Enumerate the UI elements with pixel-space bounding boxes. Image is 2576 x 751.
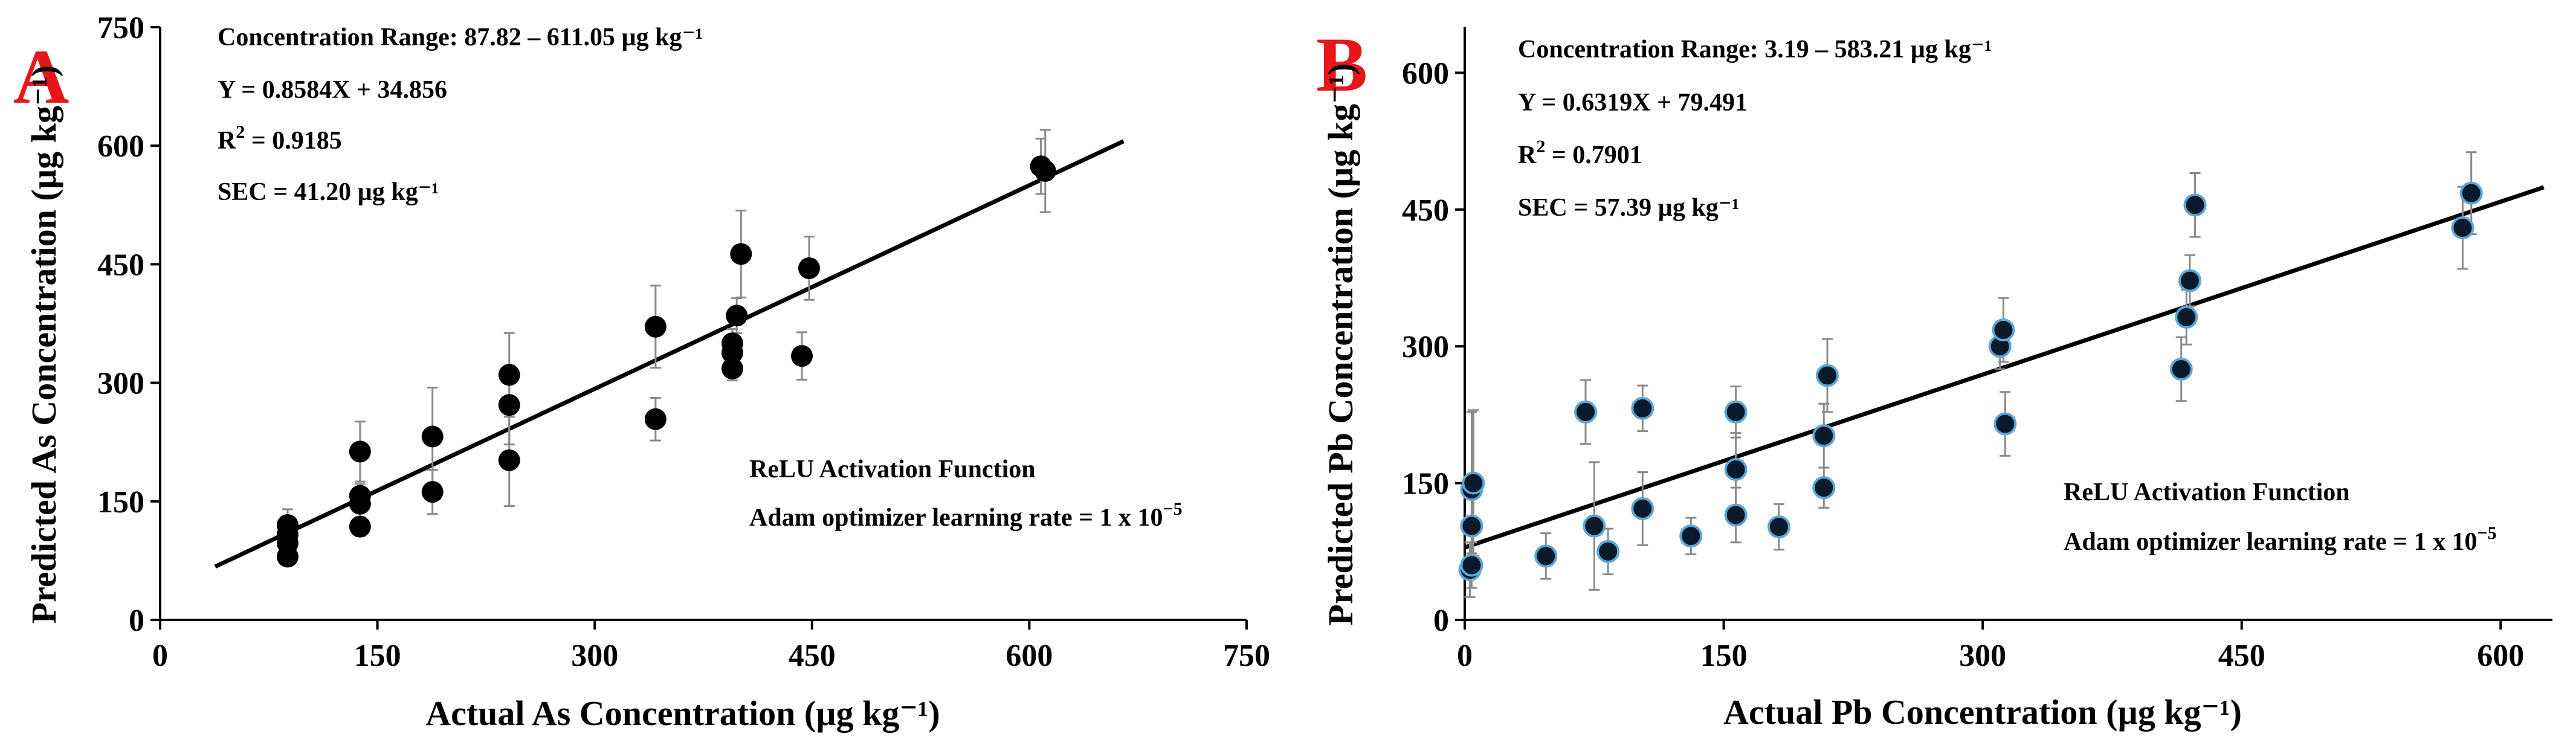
regression-equation-b: Y = 0.6319X + 79.491: [1518, 89, 1748, 117]
data-point-b-22: [2169, 357, 2193, 381]
stats-annotations-b: Concentration Range: 3.19 – 583.21 µg kg…: [1518, 36, 2497, 556]
data-point-b-5: [1534, 544, 1558, 568]
x-tick-label-a-750: 750: [1223, 639, 1270, 673]
y-tick-label-b-600: 600: [1402, 56, 1449, 91]
regression-equation-a: Y = 0.8584X + 34.856: [218, 76, 447, 104]
y-tick-label-b-300: 300: [1402, 330, 1449, 364]
stats-annotations-a: Concentration Range: 87.82 – 611.05 µg k…: [218, 24, 1183, 532]
x-tick-label-b-450: 450: [2218, 639, 2265, 673]
optimizer-note-b: Adam optimizer learning rate = 1 x 10−5: [2064, 523, 2497, 556]
concentration-range-a: Concentration Range: 87.82 – 611.05 µg k…: [218, 24, 703, 51]
x-tick-label-a-450: 450: [789, 639, 836, 673]
data-point-b-7: [1583, 514, 1606, 538]
chart-panel-b: B Predicted Pb Concentration (µg kg⁻¹) A…: [1316, 22, 2552, 732]
r-squared-a: R2 = 0.9185: [218, 122, 342, 155]
regression-line-b: [1464, 185, 2545, 550]
data-point-b-14: [1724, 400, 1748, 424]
r-squared-b: R2 = 0.7901: [1518, 137, 1642, 169]
y-tick-label-b-450: 450: [1402, 193, 1449, 228]
data-point-b-20: [1992, 318, 2015, 342]
data-point-a-15: [721, 358, 743, 380]
y-tick-label-a-0: 0: [129, 604, 144, 638]
data-point-b-8: [1596, 540, 1620, 563]
data-point-b-18: [1816, 364, 1839, 387]
data-point-b-4: [1462, 471, 1485, 495]
data-point-a-11: [498, 394, 520, 416]
y-tick-label-b-150: 150: [1402, 467, 1449, 501]
data-point-a-21: [798, 257, 821, 279]
data-point-b-2: [1460, 514, 1483, 538]
data-point-b-1: [1460, 553, 1483, 577]
data-point-a-23: [1034, 160, 1056, 182]
data-point-a-3: [276, 514, 299, 537]
data-point-b-11: [1679, 524, 1703, 548]
data-point-a-7: [349, 440, 371, 463]
y-axis-title-a: Predicted As Concentration (µg kg⁻¹): [24, 65, 63, 624]
data-point-b-17: [1812, 424, 1836, 448]
x-tick-label-b-600: 600: [2477, 639, 2524, 673]
panel-letter-a: A: [13, 34, 69, 120]
x-tick-label-a-0: 0: [152, 639, 168, 673]
data-point-a-8: [421, 481, 444, 503]
data-point-a-20: [791, 345, 813, 367]
y-tick-label-a-600: 600: [97, 129, 144, 164]
data-point-b-6: [1574, 400, 1597, 424]
concentration-range-b: Concentration Range: 3.19 – 583.21 µg kg…: [1518, 36, 1992, 63]
panel-letter-b: B: [1316, 22, 1367, 108]
data-point-b-9: [1631, 497, 1654, 520]
activation-function-b: ReLU Activation Function: [2064, 479, 2350, 506]
x-tick-label-b-150: 150: [1700, 639, 1748, 673]
x-tick-label-a-600: 600: [1006, 639, 1053, 673]
x-axis-title-b: Actual Pb Concentration (µg kg⁻¹): [1723, 692, 2242, 732]
y-tick-label-a-750: 750: [97, 11, 144, 45]
data-point-a-4: [349, 515, 371, 538]
data-point-a-17: [721, 332, 743, 355]
sec-value-b: SEC = 57.39 µg kg⁻¹: [1518, 194, 1739, 222]
data-point-b-27: [2459, 181, 2483, 205]
x-tick-label-a-150: 150: [354, 639, 401, 673]
data-point-b-10: [1631, 396, 1654, 420]
data-point-a-19: [730, 243, 752, 265]
chart-panel-a: A Predicted As Concentration (µg kg⁻¹) A…: [13, 11, 1270, 733]
activation-function-a: ReLU Activation Function: [749, 456, 1036, 483]
data-point-a-12: [498, 364, 520, 386]
optimizer-note-a: Adam optimizer learning rate = 1 x 10−5: [749, 499, 1183, 532]
y-tick-label-a-150: 150: [97, 485, 144, 520]
data-point-b-26: [2451, 216, 2474, 240]
y-tick-label-a-300: 300: [97, 367, 144, 401]
data-point-b-21: [1993, 412, 2017, 436]
x-tick-label-b-0: 0: [1457, 639, 1473, 673]
data-point-b-25: [2183, 193, 2207, 217]
data-point-b-13: [1724, 457, 1748, 481]
y-axis-title-b: Predicted Pb Concentration (µg kg⁻¹): [1321, 63, 1360, 626]
data-point-b-24: [2178, 269, 2201, 292]
data-point-a-18: [726, 305, 748, 327]
x-tick-label-b-300: 300: [1959, 639, 2006, 673]
y-tick-label-a-450: 450: [97, 248, 144, 282]
data-point-b-16: [1812, 476, 1836, 500]
x-tick-label-a-300: 300: [571, 639, 618, 673]
data-point-a-9: [421, 425, 444, 448]
sec-value-a: SEC = 41.20 µg kg⁻¹: [218, 178, 439, 206]
y-tick-label-b-0: 0: [1433, 604, 1449, 638]
data-point-b-12: [1724, 503, 1748, 527]
data-point-a-6: [349, 485, 371, 507]
data-point-b-15: [1767, 515, 1790, 539]
data-point-a-13: [644, 408, 667, 430]
x-axis-title-a: Actual As Concentration (µg kg⁻¹): [425, 694, 940, 733]
data-point-a-10: [498, 449, 520, 471]
data-point-a-14: [644, 315, 667, 338]
data-point-b-23: [2175, 305, 2198, 329]
